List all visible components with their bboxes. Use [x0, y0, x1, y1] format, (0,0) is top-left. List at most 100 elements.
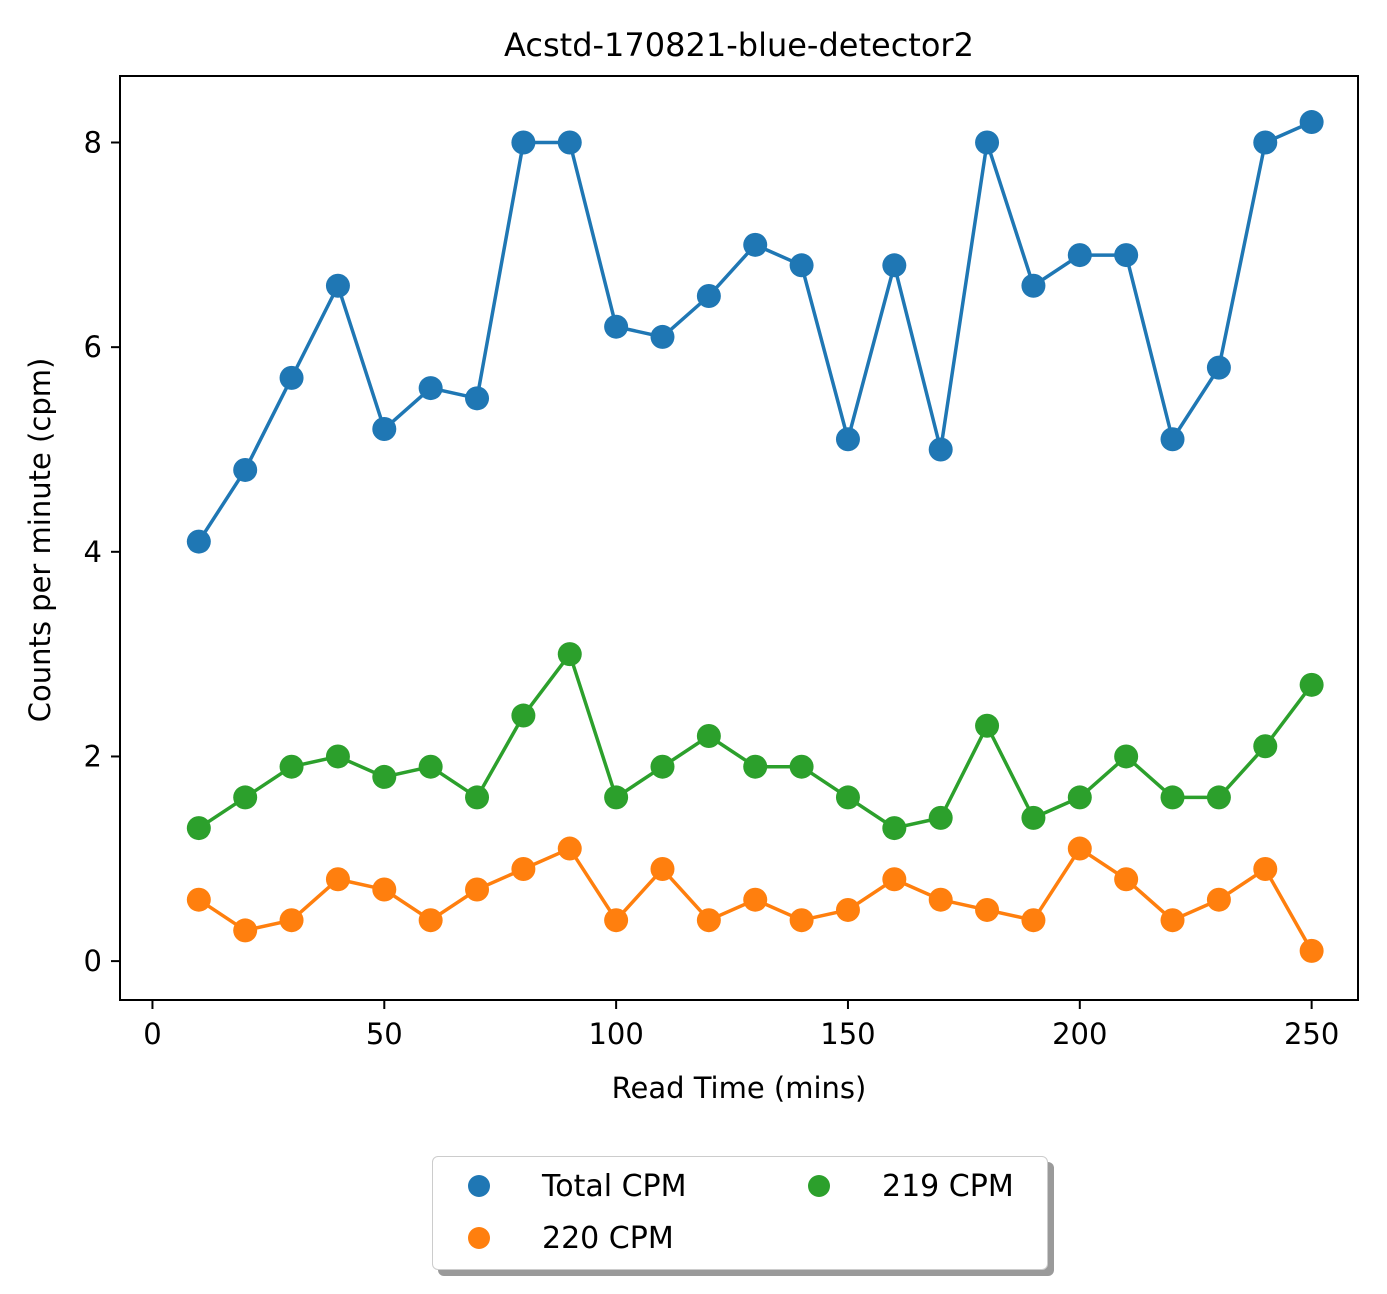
- legend-item-219: 219 CPM: [773, 1168, 1014, 1204]
- x-tick-label: 50: [366, 1017, 403, 1051]
- data-point-219-cpm: [650, 754, 675, 779]
- data-point-220-cpm: [743, 887, 768, 912]
- data-point-219-cpm: [511, 703, 536, 728]
- data-point-total-cpm: [696, 284, 721, 308]
- x-axis-label: Read Time (mins): [612, 1071, 867, 1105]
- data-point-total-cpm: [743, 232, 768, 257]
- data-point-220-cpm: [557, 836, 582, 861]
- data-point-220-cpm: [882, 867, 907, 892]
- legend-marker-total: [468, 1175, 490, 1197]
- data-point-220-cpm: [1160, 908, 1185, 933]
- data-point-total-cpm: [928, 437, 953, 462]
- legend-item-220: 220 CPM: [433, 1221, 674, 1256]
- y-axis-ticks: 0 2 4 6 8: [84, 126, 120, 978]
- data-point-220-cpm: [1021, 908, 1046, 933]
- data-point-220-cpm: [1299, 938, 1324, 963]
- data-point-220-cpm: [233, 918, 258, 943]
- data-point-219-cpm: [696, 724, 721, 748]
- data-point-219-cpm: [743, 754, 768, 779]
- x-tick-label: 250: [1284, 1017, 1339, 1051]
- data-point-219-cpm: [835, 785, 860, 810]
- data-point-219-cpm: [233, 785, 258, 810]
- plot-marks: [186, 110, 1324, 963]
- data-point-219-cpm: [975, 713, 1000, 738]
- legend-marker-219: [808, 1175, 830, 1197]
- data-point-219-cpm: [1067, 785, 1092, 810]
- data-point-219-cpm: [604, 785, 629, 810]
- x-axis-ticks: 0 50 100 150 200 250: [143, 1000, 1339, 1051]
- data-point-220-cpm: [465, 877, 490, 902]
- y-tick-label: 6: [84, 330, 102, 364]
- x-tick-label: 200: [1052, 1017, 1107, 1051]
- x-tick-label: 0: [143, 1017, 161, 1051]
- data-point-220-cpm: [1067, 836, 1092, 861]
- data-point-total-cpm: [1021, 273, 1046, 298]
- data-point-220-cpm: [372, 877, 397, 902]
- data-point-219-cpm: [465, 785, 490, 810]
- data-point-total-cpm: [465, 386, 490, 411]
- data-point-219-cpm: [1021, 805, 1046, 830]
- y-axis-label: Counts per minute (cpm): [23, 358, 57, 723]
- data-point-220-cpm: [604, 908, 629, 933]
- series-line-total-cpm: [197, 120, 1313, 543]
- data-point-total-cpm: [1067, 243, 1092, 268]
- data-point-219-cpm: [1299, 672, 1324, 697]
- data-point-total-cpm: [279, 365, 304, 390]
- data-point-total-cpm: [1160, 427, 1185, 452]
- legend-label-219: 219 CPM: [882, 1168, 1014, 1204]
- data-point-220-cpm: [418, 908, 443, 933]
- data-point-total-cpm: [1299, 110, 1324, 135]
- legend-label-total: Total CPM: [542, 1168, 687, 1204]
- data-point-total-cpm: [372, 417, 397, 442]
- legend: Total CPM 220 CPM 219 CPM: [432, 1156, 1048, 1270]
- data-point-total-cpm: [835, 427, 860, 452]
- data-point-total-cpm: [789, 253, 814, 278]
- series-line-219-cpm: [197, 652, 1314, 830]
- data-point-219-cpm: [882, 816, 907, 841]
- data-point-total-cpm: [604, 314, 629, 339]
- data-point-219-cpm: [186, 816, 211, 841]
- data-point-total-cpm: [557, 130, 582, 155]
- data-point-220-cpm: [1206, 887, 1231, 912]
- data-point-total-cpm: [511, 130, 536, 155]
- data-point-220-cpm: [789, 908, 814, 933]
- data-point-total-cpm: [1206, 355, 1231, 380]
- data-point-total-cpm: [233, 457, 258, 482]
- data-point-219-cpm: [372, 764, 397, 789]
- data-point-219-cpm: [1253, 734, 1278, 759]
- data-point-total-cpm: [186, 529, 211, 554]
- chart-title: Acstd-170821-blue-detector2: [504, 26, 974, 64]
- data-point-220-cpm: [1253, 857, 1278, 882]
- data-point-total-cpm: [418, 376, 443, 401]
- data-point-219-cpm: [325, 744, 350, 769]
- legend-item-total: Total CPM: [433, 1168, 687, 1204]
- y-tick-label: 4: [84, 535, 102, 569]
- data-point-total-cpm: [650, 324, 675, 349]
- data-point-220-cpm: [928, 887, 953, 912]
- data-point-total-cpm: [882, 253, 907, 278]
- data-point-total-cpm: [975, 130, 1000, 155]
- data-point-219-cpm: [279, 754, 304, 779]
- plot-frame: [119, 75, 1359, 1001]
- y-tick-label: 8: [84, 126, 102, 160]
- data-point-219-cpm: [557, 642, 582, 667]
- data-point-219-cpm: [789, 754, 814, 779]
- data-point-220-cpm: [650, 857, 675, 882]
- data-point-220-cpm: [1114, 867, 1139, 892]
- data-point-total-cpm: [1114, 243, 1139, 268]
- series-total-cpm: [186, 110, 1324, 554]
- data-point-220-cpm: [696, 908, 721, 933]
- data-point-220-cpm: [511, 857, 536, 882]
- data-point-219-cpm: [1160, 785, 1185, 810]
- data-point-220-cpm: [975, 897, 1000, 922]
- x-tick-label: 150: [820, 1017, 875, 1051]
- data-point-220-cpm: [279, 908, 304, 933]
- series-219-cpm: [186, 642, 1324, 841]
- data-point-220-cpm: [325, 867, 350, 892]
- x-tick-label: 100: [588, 1017, 643, 1051]
- series-220-cpm: [186, 836, 1324, 963]
- data-point-219-cpm: [1206, 785, 1231, 810]
- data-point-219-cpm: [418, 754, 443, 779]
- data-point-220-cpm: [835, 897, 860, 922]
